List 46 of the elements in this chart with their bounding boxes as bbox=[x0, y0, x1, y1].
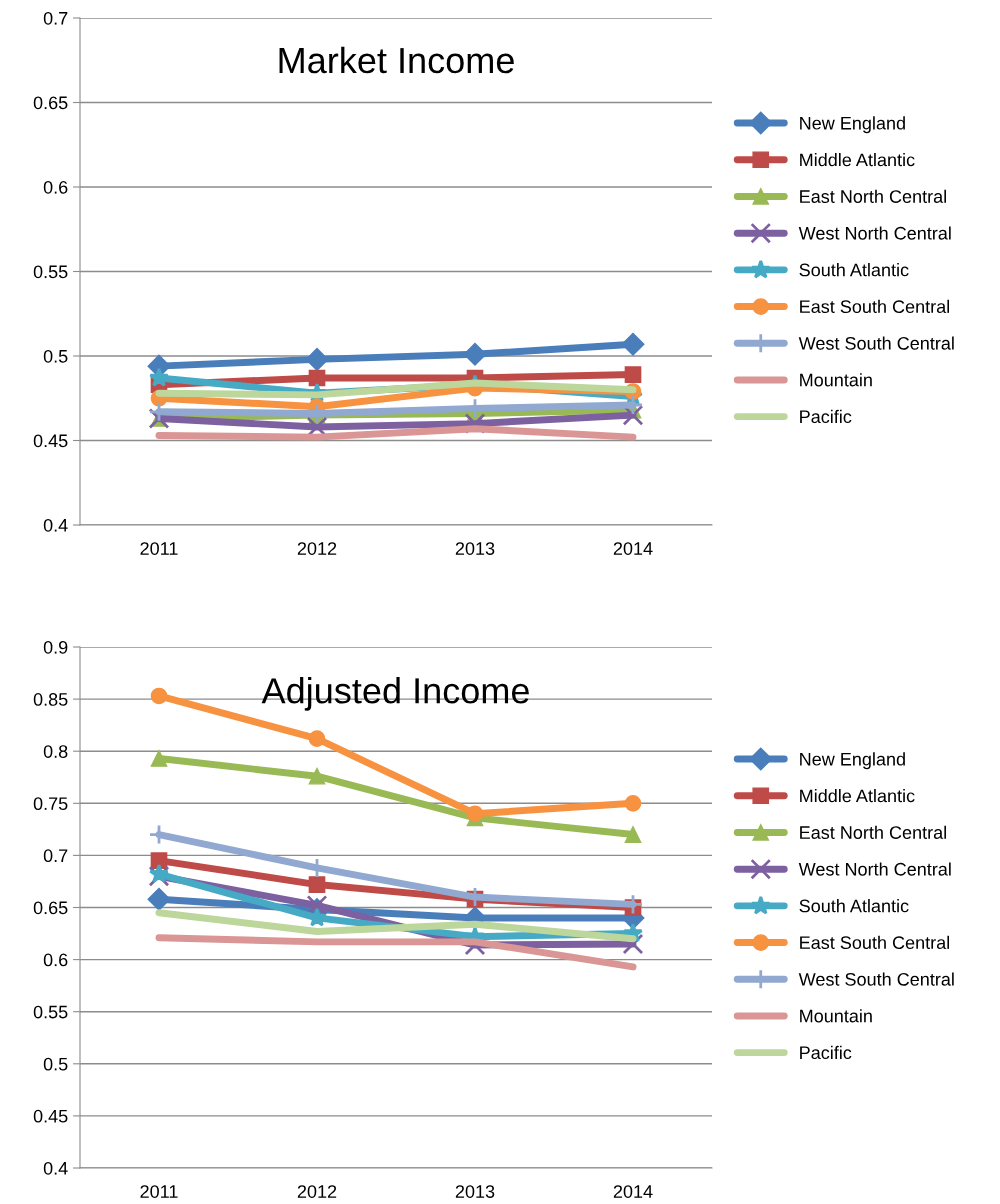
y-tick-label: 0.7 bbox=[43, 849, 68, 863]
legend-label: Middle Atlantic bbox=[800, 789, 915, 803]
y-tick-label: 0.7 bbox=[43, 11, 68, 25]
x-tick-label: 2012 bbox=[297, 1185, 337, 1198]
y-tick-label: 0.65 bbox=[33, 96, 68, 110]
legend-label: West North Central bbox=[798, 226, 951, 240]
y-tick-label: 0.55 bbox=[33, 1005, 68, 1019]
legend-label: West South Central bbox=[798, 972, 954, 986]
legend-label: Pacific bbox=[800, 1045, 852, 1060]
legend-label: South Atlantic bbox=[799, 899, 909, 913]
legend-label: South Atlantic bbox=[799, 263, 909, 277]
x-tick-label: 2014 bbox=[613, 542, 653, 555]
y-tick-label: 0.45 bbox=[33, 1109, 68, 1123]
y-tick-label: 0.55 bbox=[33, 265, 68, 279]
x-tick-label: 2013 bbox=[455, 542, 495, 555]
text: Adjusted Income bbox=[261, 677, 529, 711]
y-tick-label: 0.8 bbox=[43, 745, 68, 758]
legend-label: Middle Atlantic bbox=[800, 153, 915, 167]
y-tick-label: 0.5 bbox=[43, 1057, 68, 1071]
y-tick-label: 0.5 bbox=[43, 349, 68, 363]
y-tick-label: 0.9 bbox=[43, 640, 68, 654]
legend-label: West North Central bbox=[798, 862, 951, 876]
legend-label: East South Central bbox=[800, 299, 950, 314]
y-tick-label: 0.75 bbox=[33, 797, 68, 811]
legend-label: East North Central bbox=[800, 189, 946, 203]
legend-label: East South Central bbox=[800, 935, 950, 950]
y-tick-label: 0.6 bbox=[43, 953, 68, 967]
x-tick-label: 2011 bbox=[140, 1185, 178, 1198]
y-tick-label: 0.4 bbox=[43, 518, 68, 532]
legend-label: Mountain bbox=[800, 1009, 872, 1023]
x-tick-label: 2013 bbox=[455, 1185, 495, 1198]
y-tick-label: 0.85 bbox=[33, 693, 68, 706]
text: Market Income bbox=[279, 46, 514, 74]
y-tick-label: 0.45 bbox=[33, 434, 68, 448]
legend-label: East North Central bbox=[800, 825, 946, 839]
y-tick-label: 0.65 bbox=[33, 901, 68, 915]
y-tick-label: 0.4 bbox=[43, 1161, 68, 1175]
legend-label: West South Central bbox=[798, 336, 954, 350]
x-tick-label: 2011 bbox=[140, 542, 178, 555]
legend-label: Mountain bbox=[800, 373, 872, 387]
y-tick-label: 0.6 bbox=[43, 180, 68, 194]
legend-label: Pacific bbox=[800, 409, 852, 424]
legend-label: New England bbox=[800, 116, 905, 134]
legend-label: New England bbox=[800, 752, 905, 770]
x-tick-label: 2014 bbox=[613, 1185, 653, 1198]
x-tick-label: 2012 bbox=[297, 542, 337, 555]
